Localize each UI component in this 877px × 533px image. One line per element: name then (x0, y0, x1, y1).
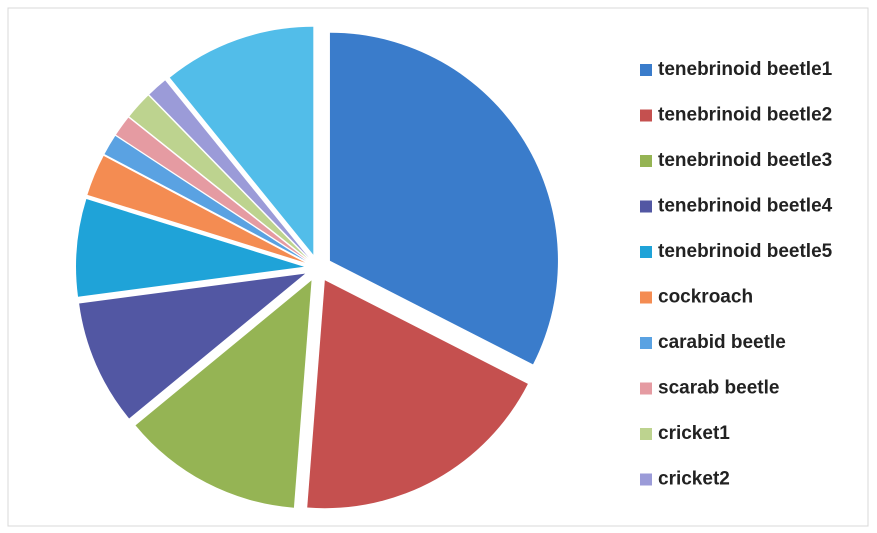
pie-slice (169, 26, 314, 255)
legend-swatch (640, 473, 652, 486)
legend-swatch (640, 200, 652, 213)
legend-label: tenebrinoid beetle5 (658, 241, 833, 262)
legend-label: cricket1 (658, 423, 730, 444)
legend-swatch (640, 337, 652, 349)
legend-swatch (640, 246, 652, 258)
legend-swatch (640, 291, 652, 304)
pie-slice (307, 280, 528, 509)
legend-swatch (640, 109, 652, 122)
legend-label: cricket2 (658, 469, 730, 490)
pie-slice (115, 117, 307, 260)
legend-swatch (640, 64, 652, 76)
pie-slice (329, 32, 558, 365)
legend-swatch (640, 155, 652, 167)
legend-label: carabid beetle (658, 332, 786, 353)
legend-label: tenebrinoid beetle2 (658, 105, 832, 126)
pie-slice (87, 155, 306, 263)
pie-slice (79, 273, 306, 419)
legend-swatch (640, 428, 652, 440)
pie-slice (129, 95, 308, 259)
pie-slice (135, 280, 312, 508)
pie-slice (104, 135, 306, 261)
legend-label: tenebrinoid beetle3 (658, 150, 832, 171)
legend-swatch (640, 382, 652, 395)
legend-label: cockroach (658, 287, 753, 308)
legend-label: tenebrinoid beetle1 (658, 59, 833, 80)
legend-label: tenebrinoid beetle4 (658, 196, 833, 217)
pie-slice (76, 199, 305, 297)
legend-label: scarab beetle (658, 378, 779, 399)
pie-slice (149, 80, 309, 258)
